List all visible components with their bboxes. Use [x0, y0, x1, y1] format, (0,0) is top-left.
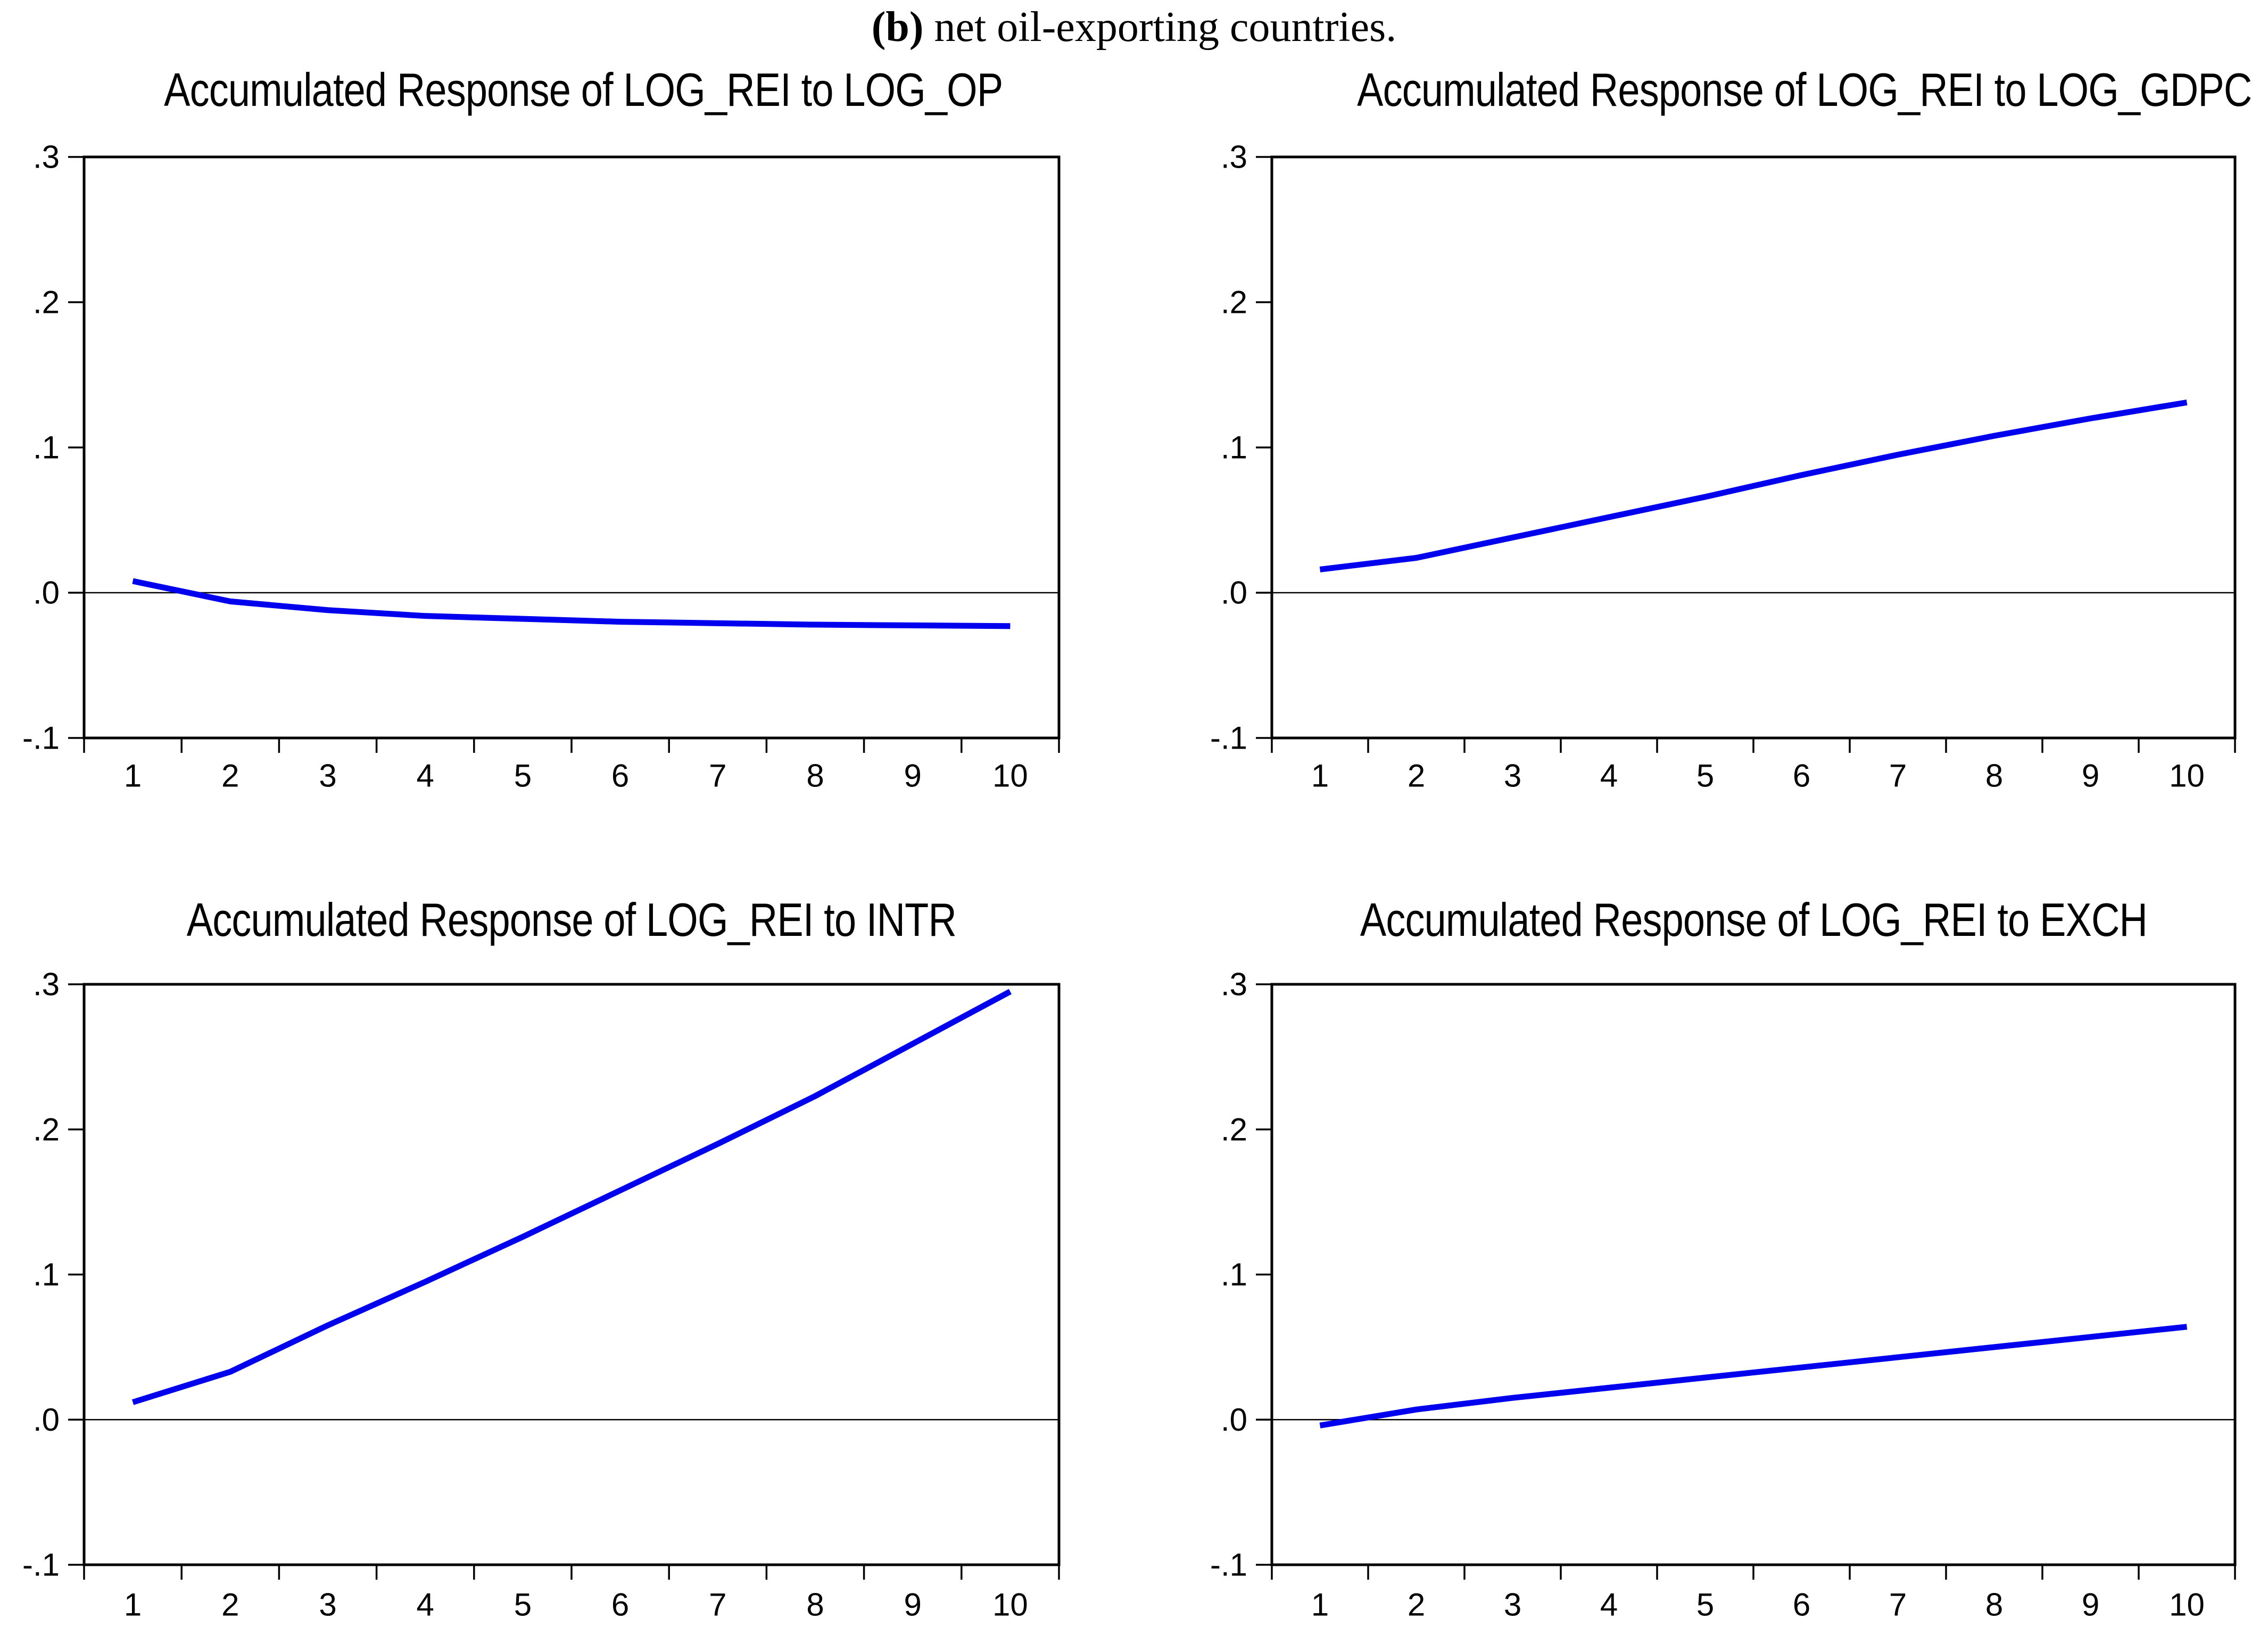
y-tick-label: .0: [1221, 1402, 1247, 1438]
x-tick-label: 4: [1600, 1587, 1618, 1623]
y-tick-label: .0: [33, 575, 60, 611]
response-line: [132, 578, 1011, 629]
x-tick-label: 9: [904, 758, 922, 794]
plot-border: [82, 155, 1061, 740]
x-tick-label: 8: [806, 1587, 824, 1623]
x-tick-label: 6: [611, 758, 629, 794]
y-tick-label: .3: [33, 139, 60, 175]
y-tick-label: -.1: [1210, 720, 1247, 756]
x-tick-label: 2: [221, 1587, 239, 1623]
x-tick-label: 9: [2082, 758, 2099, 794]
y-tick-label: .2: [1221, 285, 1247, 320]
chart-log-gdpc: .3 .2 .1 .0 -.1 1 2 3 4 5 6 7 8 9 10: [1210, 139, 2237, 794]
x-tick-label: 6: [611, 1587, 629, 1623]
x-tick-label: 10: [992, 1587, 1028, 1623]
chart-log-op: .3 .2 .1 .0 -.1 1 2 3 4 5 6 7 8 9 10: [22, 139, 1061, 794]
figure-caption-label: (b): [871, 4, 924, 51]
x-tick-label: 5: [514, 1587, 532, 1623]
x-tick-label: 8: [806, 758, 824, 794]
y-tick-label: -.1: [22, 720, 60, 756]
x-tick-label: 3: [319, 758, 336, 794]
x-tick-label: 10: [2169, 1587, 2205, 1623]
x-tick-label: 7: [1889, 758, 1907, 794]
x-tick-label: 1: [124, 1587, 142, 1623]
y-tick-label: .1: [33, 1257, 60, 1292]
y-tick-label: .1: [1221, 1257, 1247, 1292]
x-tick-label: 7: [709, 758, 726, 794]
y-tick-label: .2: [1221, 1111, 1247, 1147]
x-tick-label: 10: [2169, 758, 2205, 794]
plot-border: [1270, 155, 2237, 740]
chart-title-intr: Accumulated Response of LOG_REI to INTR: [186, 893, 957, 946]
x-tick-label: 3: [319, 1587, 336, 1623]
x-tick-label: 1: [124, 758, 142, 794]
y-tick-label: .2: [33, 1111, 60, 1147]
x-tick-label: 7: [709, 1587, 726, 1623]
y-tick-label: .1: [1221, 430, 1247, 466]
x-tick-label: 5: [514, 758, 532, 794]
figure-caption: (b) net oil-exporting countries.: [0, 3, 2268, 52]
chart-title-exch: Accumulated Response of LOG_REI to EXCH: [1360, 893, 2147, 946]
x-tick-label: 7: [1889, 1587, 1907, 1623]
y-tick-label: .0: [1221, 575, 1247, 611]
plot-border: [82, 983, 1061, 1566]
x-tick-label: 2: [1408, 1587, 1425, 1623]
x-tick-label: 4: [417, 1587, 434, 1623]
y-tick-label: .3: [1221, 139, 1247, 175]
chart-exch: .3 .2 .1 .0 -.1 1 2 3 4 5 6 7 8 9 10: [1210, 967, 2237, 1623]
y-tick-label: -.1: [22, 1547, 60, 1583]
x-tick-label: 4: [417, 758, 434, 794]
chart-intr: .3 .2 .1 .0 -.1 1 2 3 4 5 6 7 8 9 10: [22, 967, 1061, 1623]
response-line: [131, 989, 1012, 1405]
x-tick-label: 9: [904, 1587, 922, 1623]
y-tick-label: .2: [33, 285, 60, 320]
x-tick-label: 5: [1696, 758, 1714, 794]
response-line: [1319, 399, 2188, 572]
x-tick-label: 6: [1793, 1587, 1810, 1623]
y-tick-label: .0: [33, 1402, 60, 1438]
x-tick-label: 9: [2082, 1587, 2099, 1623]
x-tick-label: 6: [1793, 758, 1810, 794]
y-tick-label: .1: [33, 430, 60, 466]
plot-border: [1270, 983, 2237, 1566]
chart-title-log-op: Accumulated Response of LOG_REI to LOG_O…: [164, 63, 1003, 116]
figure-caption-text: net oil-exporting countries.: [923, 4, 1397, 51]
x-tick-label: 3: [1504, 758, 1521, 794]
y-tick-label: .3: [1221, 967, 1247, 1002]
x-tick-label: 5: [1696, 1587, 1714, 1623]
x-tick-label: 8: [1985, 1587, 2003, 1623]
y-tick-label: -.1: [1210, 1547, 1247, 1583]
x-tick-label: 8: [1985, 758, 2003, 794]
x-tick-label: 3: [1504, 1587, 1521, 1623]
chart-title-log-gdpc: Accumulated Response of LOG_REI to LOG_G…: [1357, 63, 2252, 116]
response-line: [1319, 1324, 2188, 1429]
x-tick-label: 4: [1600, 758, 1618, 794]
x-tick-label: 2: [1408, 758, 1425, 794]
x-tick-label: 1: [1311, 758, 1329, 794]
x-tick-label: 2: [221, 758, 239, 794]
x-tick-label: 1: [1311, 1587, 1329, 1623]
y-tick-label: .3: [33, 967, 60, 1002]
x-tick-label: 10: [992, 758, 1028, 794]
